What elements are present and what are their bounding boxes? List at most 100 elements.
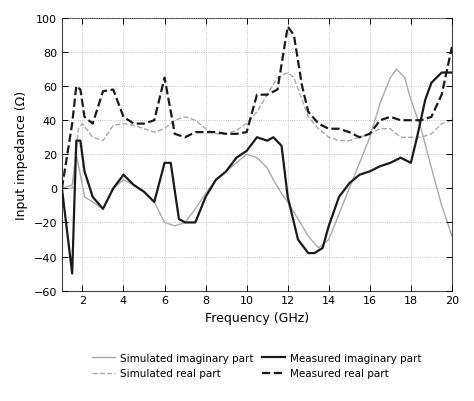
Simulated imaginary part <box>172 224 178 229</box>
Measured imaginary part <box>152 200 157 205</box>
Y-axis label: Input impedance (Ω): Input impedance (Ω) <box>15 91 28 219</box>
Measured imaginary part <box>336 195 342 200</box>
Simulated real part <box>264 93 270 98</box>
Simulated real part <box>388 127 393 132</box>
Simulated real part <box>408 136 414 140</box>
Measured imaginary part <box>279 144 284 149</box>
Measured real part <box>254 93 260 98</box>
Simulated real part <box>110 124 116 128</box>
Measured real part <box>398 119 403 124</box>
Measured imaginary part <box>213 178 219 183</box>
Simulated real part <box>131 124 137 128</box>
Measured real part <box>439 93 445 98</box>
Measured imaginary part <box>82 170 87 174</box>
Simulated real part <box>213 132 219 137</box>
Simulated real part <box>75 127 81 132</box>
Simulated imaginary part <box>244 152 249 157</box>
Measured imaginary part <box>408 161 414 166</box>
Measured real part <box>274 88 280 93</box>
Measured imaginary part <box>110 186 116 191</box>
Measured real part <box>152 119 157 124</box>
Simulated real part <box>244 122 249 127</box>
Measured imaginary part <box>320 246 326 251</box>
Measured real part <box>388 115 393 120</box>
Simulated real part <box>59 186 65 191</box>
Simulated imaginary part <box>192 207 198 212</box>
Simulated imaginary part <box>346 186 352 191</box>
Simulated real part <box>223 132 229 137</box>
Simulated real part <box>299 98 305 103</box>
Measured real part <box>305 110 311 115</box>
Simulated imaginary part <box>203 192 209 196</box>
Measured imaginary part <box>305 251 311 256</box>
Measured imaginary part <box>422 98 428 103</box>
Simulated imaginary part <box>295 217 301 222</box>
Simulated imaginary part <box>264 166 270 171</box>
Measured real part <box>73 85 79 89</box>
Simulated real part <box>357 136 363 140</box>
Measured real part <box>78 88 83 93</box>
Measured real part <box>59 186 65 191</box>
Measured imaginary part <box>234 156 239 161</box>
Measured real part <box>234 132 239 137</box>
Measured imaginary part <box>398 156 403 161</box>
Legend: Simulated imaginary part, Simulated real part, Measured imaginary part, Measured: Simulated imaginary part, Simulated real… <box>92 353 422 378</box>
Simulated real part <box>367 132 373 137</box>
Measured real part <box>141 122 147 127</box>
Measured real part <box>213 130 219 135</box>
Simulated real part <box>336 139 342 144</box>
Simulated real part <box>152 130 157 135</box>
Simulated real part <box>346 139 352 144</box>
Measured imaginary part <box>69 271 75 276</box>
Measured real part <box>336 127 342 132</box>
Simulated real part <box>80 122 85 127</box>
Measured imaginary part <box>271 136 276 140</box>
Measured real part <box>408 119 414 124</box>
Measured imaginary part <box>182 221 188 225</box>
Measured real part <box>449 45 455 50</box>
Measured real part <box>82 115 87 120</box>
Measured real part <box>367 132 373 137</box>
Simulated real part <box>291 76 297 81</box>
Simulated real part <box>418 136 424 140</box>
Simulated real part <box>285 71 291 76</box>
Measured real part <box>172 132 178 137</box>
Simulated imaginary part <box>82 195 87 200</box>
Simulated imaginary part <box>357 161 363 166</box>
Measured real part <box>69 122 75 127</box>
Measured imaginary part <box>388 161 393 166</box>
Measured real part <box>90 122 96 127</box>
Measured imaginary part <box>449 71 455 76</box>
Simulated imaginary part <box>305 234 311 239</box>
Simulated real part <box>326 136 332 140</box>
Measured imaginary part <box>254 136 260 140</box>
Simulated real part <box>377 127 383 132</box>
Measured imaginary part <box>141 190 147 195</box>
Measured real part <box>244 130 249 135</box>
Simulated real part <box>398 136 403 140</box>
Measured imaginary part <box>203 195 209 200</box>
Simulated imaginary part <box>402 76 408 81</box>
Simulated real part <box>121 122 127 127</box>
Measured imaginary part <box>192 221 198 225</box>
Simulated real part <box>203 127 209 132</box>
Measured real part <box>326 127 332 132</box>
Measured real part <box>264 93 270 98</box>
Simulated imaginary part <box>336 212 342 217</box>
Measured real part <box>182 136 188 140</box>
Measured real part <box>346 130 352 135</box>
Measured imaginary part <box>121 173 127 178</box>
Simulated real part <box>316 127 321 132</box>
Measured imaginary part <box>367 170 373 174</box>
Measured imaginary part <box>326 224 332 229</box>
Measured imaginary part <box>414 136 420 140</box>
Simulated imaginary part <box>279 192 284 196</box>
Measured imaginary part <box>168 161 173 166</box>
Measured imaginary part <box>100 207 106 212</box>
Simulated imaginary part <box>367 136 373 140</box>
Simulated real part <box>100 139 106 144</box>
Simulated imaginary part <box>377 101 383 106</box>
Measured real part <box>121 115 127 120</box>
Simulated real part <box>274 76 280 81</box>
Simulated imaginary part <box>69 183 75 188</box>
